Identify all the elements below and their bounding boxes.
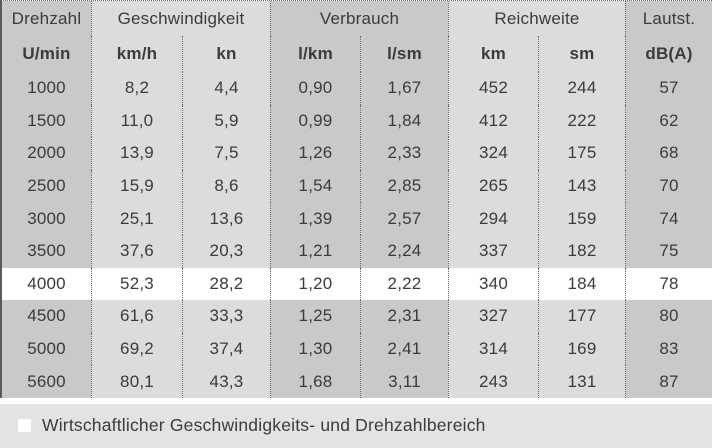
table-cell: 244 <box>538 72 625 105</box>
table-cell: 8,2 <box>91 72 182 105</box>
table-cell: 243 <box>448 365 538 398</box>
unit-header-sm: sm <box>538 36 625 72</box>
table-cell: 1,39 <box>270 202 360 235</box>
table-cell: 294 <box>448 202 538 235</box>
table-cell: 1,25 <box>270 300 360 333</box>
column-group-verbrauch: Verbrauch <box>270 1 448 36</box>
table-cell: 324 <box>448 137 538 170</box>
table-cell: 2,57 <box>360 202 448 235</box>
table-cell: 169 <box>538 332 625 366</box>
table-cell: 75 <box>625 234 712 268</box>
table-cell: 80 <box>625 300 712 333</box>
table-cell: 2500 <box>2 169 91 203</box>
table-cell: 5,9 <box>182 104 270 138</box>
table-cell: 83 <box>625 332 712 366</box>
table-cell: 4500 <box>2 300 91 333</box>
table-cell-highlighted: 1,20 <box>270 267 360 301</box>
table-cell: 11,0 <box>91 104 182 138</box>
table-cell-highlighted: 184 <box>538 267 625 301</box>
table-cell: 337 <box>448 234 538 268</box>
table-cell-highlighted: 340 <box>448 267 538 301</box>
table-cell: 1,68 <box>270 365 360 398</box>
table-cell: 327 <box>448 300 538 333</box>
table-cell: 1000 <box>2 72 91 105</box>
table-cell: 7,5 <box>182 137 270 170</box>
table-cell: 61,6 <box>91 300 182 333</box>
table-cell: 4,4 <box>182 72 270 105</box>
table-cell: 37,4 <box>182 332 270 366</box>
table-cell: 68 <box>625 137 712 170</box>
table-cell: 177 <box>538 300 625 333</box>
table-cell: 1,54 <box>270 169 360 203</box>
table-cell: 13,6 <box>182 202 270 235</box>
legend-swatch-icon <box>18 419 31 433</box>
table-cell: 80,1 <box>91 365 182 398</box>
unit-header-lkm: l/km <box>270 36 360 72</box>
engine-spec-table: Drehzahl Geschwindigkeit Verbrauch Reich… <box>0 0 712 398</box>
unit-header-km: km <box>448 36 538 72</box>
table-cell: 57 <box>625 72 712 105</box>
table-cell-highlighted: 52,3 <box>91 267 182 301</box>
table-cell: 37,6 <box>91 234 182 268</box>
table-cell: 412 <box>448 104 538 138</box>
table-cell: 25,1 <box>91 202 182 235</box>
table-cell: 3,11 <box>360 365 448 398</box>
table-cell: 3500 <box>2 234 91 268</box>
table-cell: 15,9 <box>91 169 182 203</box>
table-cell: 13,9 <box>91 137 182 170</box>
table-cell: 2,31 <box>360 300 448 333</box>
table-cell: 222 <box>538 104 625 138</box>
table-cell: 1500 <box>2 104 91 138</box>
table-cell: 1,30 <box>270 332 360 366</box>
column-group-lautstaerke: Lautst. <box>625 1 712 36</box>
table-cell-highlighted: 28,2 <box>182 267 270 301</box>
table-cell: 159 <box>538 202 625 235</box>
table-cell: 5000 <box>2 332 91 366</box>
column-group-geschwindigkeit: Geschwindigkeit <box>91 1 270 36</box>
table-cell: 5600 <box>2 365 91 398</box>
table-cell: 0,90 <box>270 72 360 105</box>
table-cell: 175 <box>538 137 625 170</box>
table-cell-highlighted: 4000 <box>2 267 91 301</box>
table-cell: 1,84 <box>360 104 448 138</box>
table-cell: 2,33 <box>360 137 448 170</box>
table-cell: 62 <box>625 104 712 138</box>
table-cell: 2,85 <box>360 169 448 203</box>
table-cell: 265 <box>448 169 538 203</box>
table-cell: 1,67 <box>360 72 448 105</box>
column-group-reichweite: Reichweite <box>448 1 625 36</box>
column-group-drehzahl: Drehzahl <box>2 1 91 36</box>
table-cell: 0,99 <box>270 104 360 138</box>
table-cell: 131 <box>538 365 625 398</box>
table-cell: 33,3 <box>182 300 270 333</box>
table-cell: 2000 <box>2 137 91 170</box>
table-cell: 69,2 <box>91 332 182 366</box>
legend-label: Wirtschaftlicher Geschwindigkeits- und D… <box>42 415 486 436</box>
table-cell: 314 <box>448 332 538 366</box>
table-cell: 2,24 <box>360 234 448 268</box>
table-cell-highlighted: 2,22 <box>360 267 448 301</box>
table-cell: 8,6 <box>182 169 270 203</box>
table-cell: 2,41 <box>360 332 448 366</box>
unit-header-lsm: l/sm <box>360 36 448 72</box>
table-cell: 20,3 <box>182 234 270 268</box>
table-cell: 1,21 <box>270 234 360 268</box>
table-cell: 74 <box>625 202 712 235</box>
table-cell: 70 <box>625 169 712 203</box>
table-cell: 143 <box>538 169 625 203</box>
unit-header-dba: dB(A) <box>625 36 712 72</box>
table-cell-highlighted: 78 <box>625 267 712 301</box>
table-cell: 182 <box>538 234 625 268</box>
table-cell: 87 <box>625 365 712 398</box>
unit-header-kmh: km/h <box>91 36 182 72</box>
table-cell: 452 <box>448 72 538 105</box>
unit-header-kn: kn <box>182 36 270 72</box>
table-cell: 3000 <box>2 202 91 235</box>
table-cell: 43,3 <box>182 365 270 398</box>
unit-header-umin: U/min <box>2 36 91 72</box>
table-cell: 1,26 <box>270 137 360 170</box>
legend-band: Wirtschaftlicher Geschwindigkeits- und D… <box>0 403 712 448</box>
